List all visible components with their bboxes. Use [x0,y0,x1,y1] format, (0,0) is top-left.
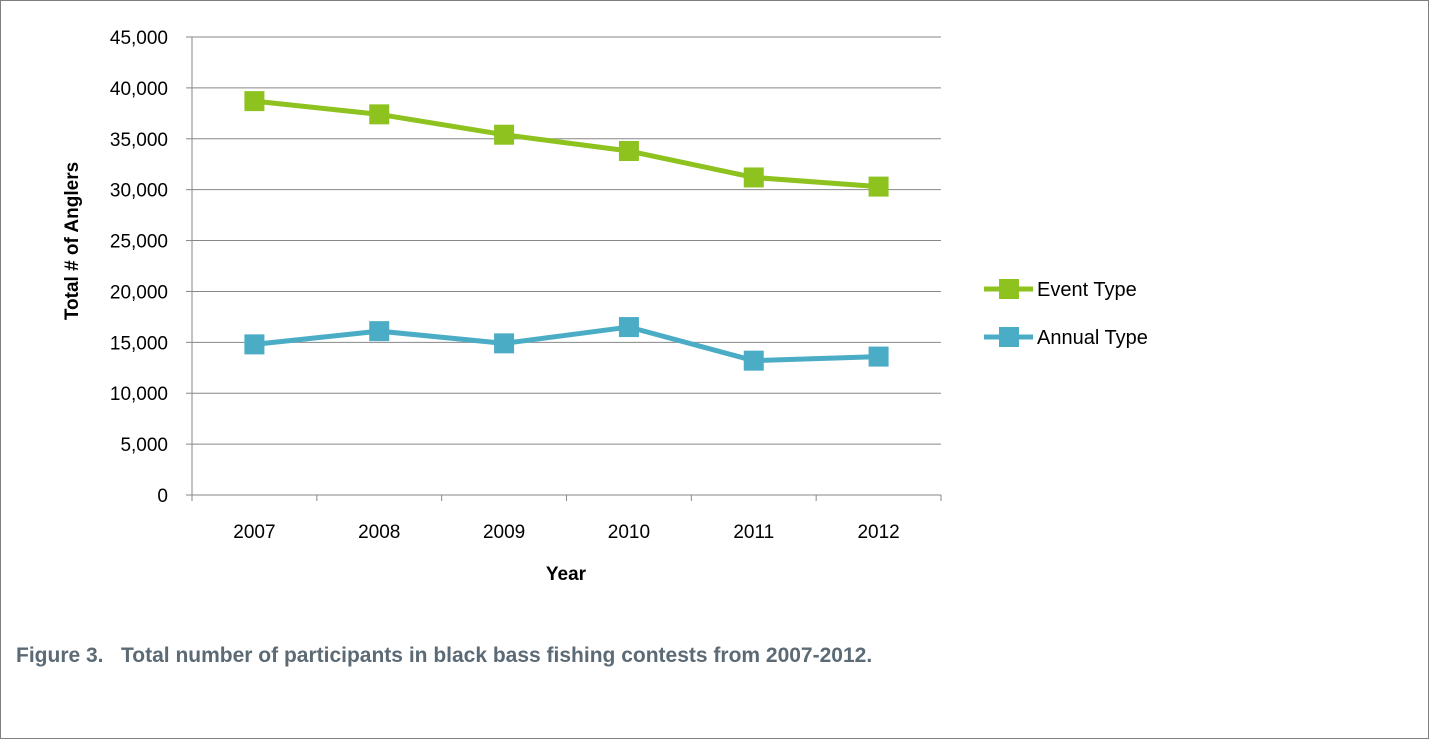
series-event-type [244,91,889,197]
data-point-marker [618,140,639,161]
legend-marker [999,327,1019,347]
y-tick-label: 25,000 [110,232,168,253]
data-point-marker [494,124,515,145]
series-annual-type [244,317,889,371]
y-tick-labels: 0 5,000 10,000 15,000 20,000 25,000 30,000 35,0… [110,28,168,507]
data-point-marker [244,334,265,355]
series-line [251,98,882,190]
x-tick-label: 2008 [358,522,400,543]
y-tick-label: 10,000 [110,384,168,405]
y-tick-label: 15,000 [110,333,168,354]
series [244,91,889,371]
x-tick-label: 2010 [608,522,650,543]
y-tick-label: 5,000 [120,435,168,456]
y-tick-label: 35,000 [110,130,168,151]
gridlines [192,36,941,445]
x-tick-label: 2012 [857,522,899,543]
x-tick-label: 2009 [483,522,525,543]
figure-caption: Figure 3. Total number of participants i… [16,644,873,667]
data-point-marker [868,346,889,367]
data-point-marker [369,321,390,342]
y-tick-label: 40,000 [110,79,168,100]
y-tick-label: 30,000 [110,181,168,202]
line-chart: 0 5,000 10,000 15,000 20,000 25,000 30,000 35,0… [62,28,1148,585]
y-tick-label: 45,000 [110,28,168,49]
legend-label: Annual Type [1037,327,1148,349]
data-point-marker [743,167,764,188]
x-tick-label: 2007 [233,522,275,543]
data-point-marker [868,176,889,197]
y-tick-label: 0 [157,486,168,507]
y-axis-title: Total # of Anglers [62,162,83,320]
data-point-marker [369,104,390,125]
x-tick-labels: 2007 2008 2009 2010 2011 2012 [233,522,899,543]
x-tick-label: 2011 [733,522,774,543]
legend-marker [999,279,1019,299]
legend: Event Type Annual Type [984,279,1148,349]
data-point-marker [618,317,639,338]
x-axis-title: Year [546,564,587,585]
data-point-marker [494,333,515,354]
legend-item: Event Type [984,279,1137,301]
legend-label: Event Type [1037,279,1137,301]
data-point-marker [244,91,265,112]
series-line [251,324,882,364]
data-point-marker [743,350,764,371]
legend-item: Annual Type [984,327,1148,349]
y-tick-label: 20,000 [110,282,168,303]
axes [186,36,942,501]
